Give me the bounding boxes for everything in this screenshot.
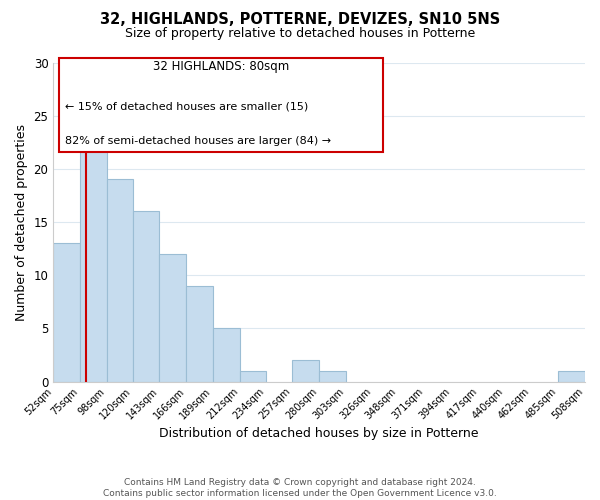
X-axis label: Distribution of detached houses by size in Potterne: Distribution of detached houses by size … xyxy=(160,427,479,440)
Text: 32 HIGHLANDS: 80sqm: 32 HIGHLANDS: 80sqm xyxy=(152,60,289,73)
Text: Size of property relative to detached houses in Potterne: Size of property relative to detached ho… xyxy=(125,28,475,40)
Bar xyxy=(319,371,346,382)
Text: 32, HIGHLANDS, POTTERNE, DEVIZES, SN10 5NS: 32, HIGHLANDS, POTTERNE, DEVIZES, SN10 5… xyxy=(100,12,500,28)
Bar xyxy=(53,244,80,382)
Bar xyxy=(292,360,319,382)
Bar xyxy=(240,371,266,382)
Bar xyxy=(213,328,240,382)
Bar xyxy=(107,180,133,382)
Text: ← 15% of detached houses are smaller (15): ← 15% of detached houses are smaller (15… xyxy=(65,102,308,112)
Text: 82% of semi-detached houses are larger (84) →: 82% of semi-detached houses are larger (… xyxy=(65,136,331,145)
Y-axis label: Number of detached properties: Number of detached properties xyxy=(15,124,28,320)
Bar xyxy=(558,371,585,382)
Bar xyxy=(186,286,213,382)
Bar xyxy=(80,126,107,382)
Bar xyxy=(160,254,186,382)
Text: Contains HM Land Registry data © Crown copyright and database right 2024.
Contai: Contains HM Land Registry data © Crown c… xyxy=(103,478,497,498)
Bar xyxy=(133,212,160,382)
